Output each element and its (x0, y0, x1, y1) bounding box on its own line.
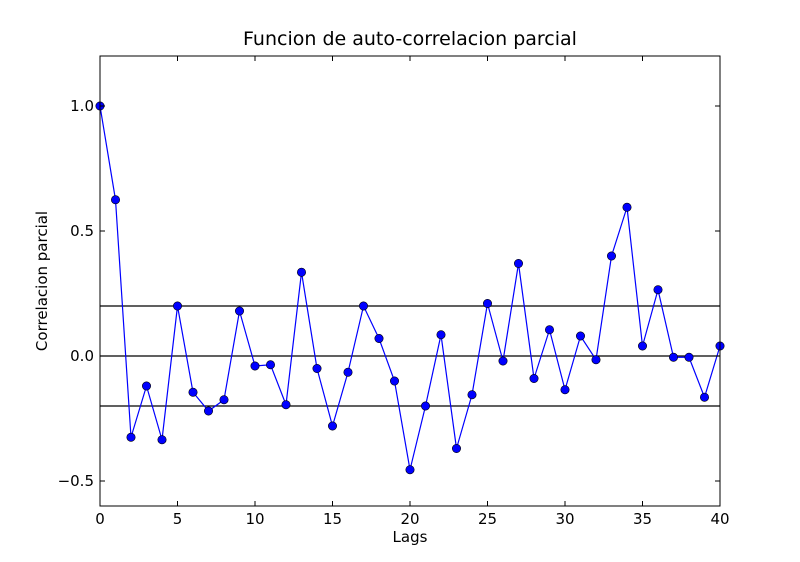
series-points-group (95, 101, 725, 475)
x-tick-label: 5 (173, 510, 183, 528)
data-point (265, 360, 275, 370)
data-point (622, 202, 632, 212)
data-point (637, 341, 647, 351)
data-point (235, 306, 245, 316)
chart-title: Funcion de auto-correlacion parcial (243, 28, 577, 50)
y-tick-label: −0.5 (58, 472, 94, 490)
data-point (219, 395, 229, 405)
data-point (591, 355, 601, 365)
x-tick-label: 20 (400, 510, 419, 528)
data-point (606, 251, 616, 261)
x-axis-ticks: 0 5 10 15 20 25 30 35 40 (95, 56, 730, 528)
data-point (575, 331, 585, 341)
y-tick-label: 0.0 (70, 347, 94, 365)
x-tick-label: 15 (323, 510, 342, 528)
data-point (281, 400, 291, 410)
series-line-group (99, 105, 721, 470)
x-axis-label: Lags (393, 528, 428, 546)
x-tick-label: 10 (245, 510, 264, 528)
data-point (142, 381, 152, 391)
data-point (482, 298, 492, 308)
x-tick-label: 30 (555, 510, 574, 528)
data-point (684, 352, 694, 362)
data-point (389, 376, 399, 386)
reference-lines (100, 305, 720, 407)
data-point (699, 392, 709, 402)
data-point (173, 301, 183, 311)
y-axis-label: Correlacion parcial (33, 211, 51, 351)
x-tick-label: 0 (95, 510, 105, 528)
data-point (312, 363, 322, 373)
data-point (467, 390, 477, 400)
data-point (668, 352, 678, 362)
data-point (513, 258, 523, 268)
plot-area-frame (99, 55, 721, 507)
y-tick-label: 0.5 (70, 222, 94, 240)
data-point (188, 387, 198, 397)
data-point (296, 267, 306, 277)
data-point (420, 401, 430, 411)
data-point (544, 325, 554, 335)
data-point (126, 432, 136, 442)
data-point (498, 356, 508, 366)
x-tick-label: 25 (478, 510, 497, 528)
data-point (653, 285, 663, 295)
data-point (529, 373, 539, 383)
y-tick-label: 1.0 (70, 97, 94, 115)
data-point (358, 301, 368, 311)
data-point (560, 385, 570, 395)
data-point (204, 406, 214, 416)
data-point (451, 443, 461, 453)
data-point (436, 330, 446, 340)
x-tick-label: 35 (633, 510, 652, 528)
data-point (157, 435, 167, 445)
data-point (343, 367, 353, 377)
data-point (405, 465, 415, 475)
series-line (99, 105, 721, 470)
data-point (374, 333, 384, 343)
data-point (327, 421, 337, 431)
data-point (250, 361, 260, 371)
y-axis-ticks: −0.5 0.0 0.5 1.0 (58, 97, 720, 490)
x-tick-label: 40 (710, 510, 729, 528)
data-point (111, 195, 121, 205)
